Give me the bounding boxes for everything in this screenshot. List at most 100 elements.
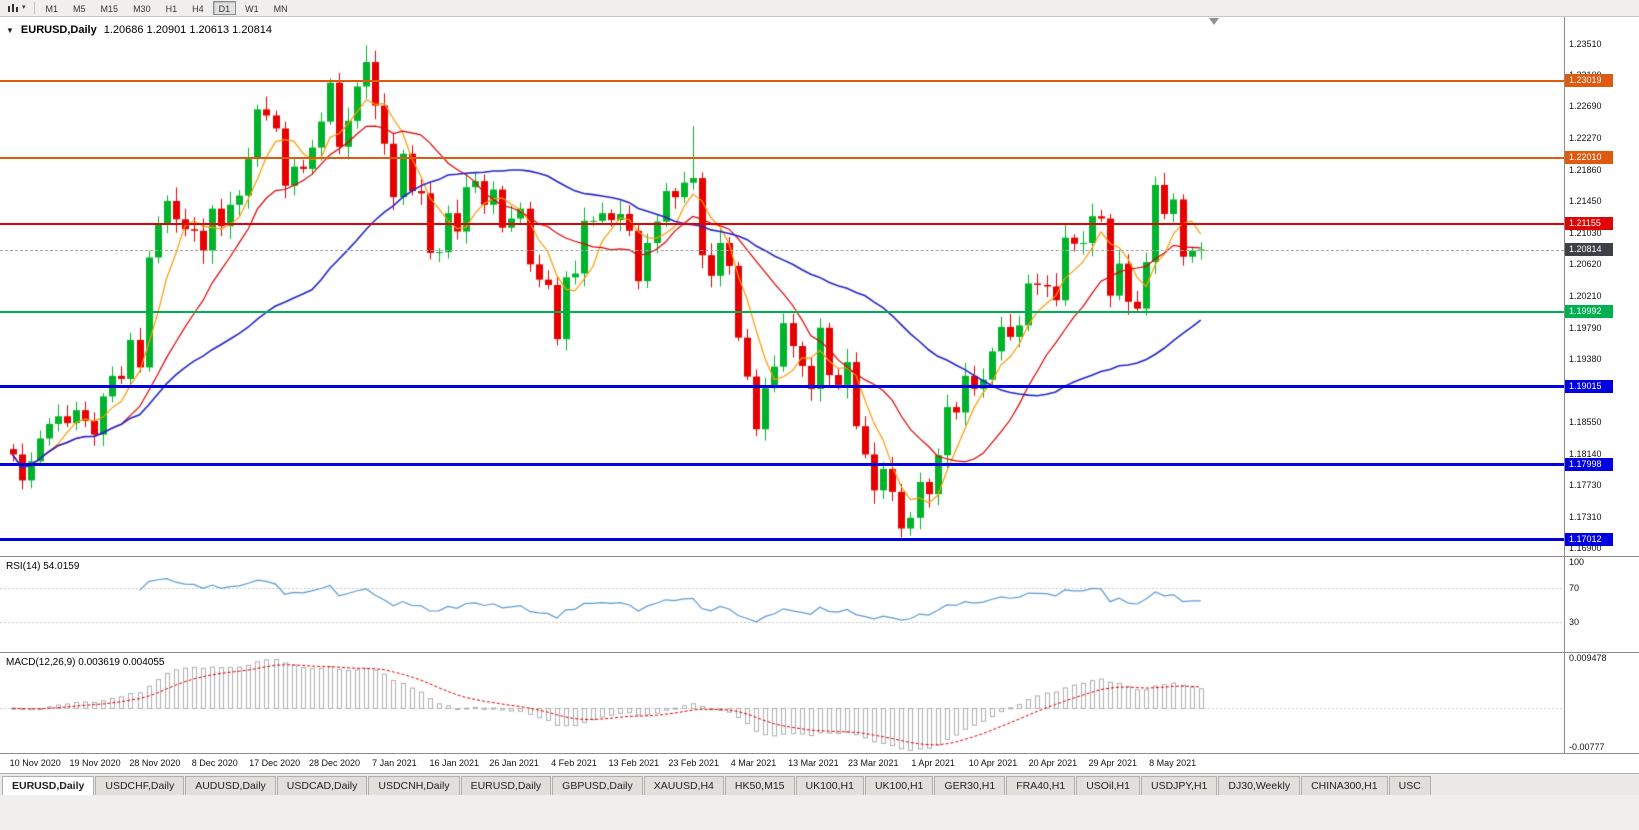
date-tick-label: 28 Nov 2020 — [129, 758, 181, 768]
timeframe-button-m1[interactable]: M1 — [45, 4, 59, 14]
horizontal-level-line[interactable] — [0, 538, 1564, 542]
price-tick-label: 1.20210 — [1569, 290, 1602, 301]
chart-tab[interactable]: USDJPY,H1 — [1140, 776, 1218, 795]
price-tick-label: 1.18140 — [1569, 448, 1602, 459]
candlestick-chart-icon — [8, 3, 18, 12]
chart-tabs-bar: EURUSD,Daily USDCHF,Daily AUDUSD,Daily USDC… — [0, 773, 1639, 795]
date-tick-label: 23 Feb 2021 — [668, 758, 719, 768]
panel-separator[interactable] — [0, 652, 1639, 653]
price-level-tag: 1.23019 — [1565, 74, 1613, 88]
timeframe-button-h1[interactable]: H1 — [165, 4, 178, 14]
macd-axis-label: -0.00777 — [1569, 742, 1605, 752]
panel-separator[interactable] — [0, 753, 1639, 754]
chart-tab[interactable]: GBPUSD,Daily — [552, 776, 643, 795]
timeframe-button-h4[interactable]: H4 — [192, 4, 204, 14]
date-tick-label: 26 Jan 2021 — [489, 758, 539, 768]
chart-tab[interactable]: USDCHF,Daily — [95, 776, 185, 795]
price-tick-label: 1.23510 — [1569, 38, 1602, 49]
horizontal-level-line[interactable] — [0, 463, 1564, 467]
chart-tab[interactable]: USC — [1388, 776, 1431, 795]
chart-tab[interactable]: HK50,M15 — [724, 776, 795, 795]
horizontal-level-line[interactable] — [0, 157, 1564, 160]
price-level-tag: 1.19015 — [1565, 379, 1613, 393]
timeframe-button-m5[interactable]: M5 — [73, 4, 86, 14]
date-tick-label: 1 Apr 2021 — [911, 758, 955, 768]
macd-axis-label: 0.009478 — [1569, 653, 1607, 664]
date-tick-label: 7 Jan 2021 — [372, 758, 417, 768]
price-tick-label: 1.21860 — [1569, 164, 1602, 175]
chart-tab[interactable]: FRA40,H1 — [1006, 776, 1076, 795]
chart-area: ▼ EURUSD,Daily 1.20686 1.20901 1.20613 1… — [0, 17, 1639, 773]
date-tick-label: 29 Apr 2021 — [1088, 758, 1137, 768]
timeframe-button-m15[interactable]: M15 — [100, 4, 119, 14]
timeframe-button-mn[interactable]: MN — [273, 4, 288, 14]
chevron-down-icon: ▾ — [22, 4, 26, 11]
horizontal-level-line[interactable] — [0, 80, 1564, 83]
chart-tab[interactable]: EURUSD,Daily — [2, 776, 95, 795]
chart-tab[interactable]: UK100,H1 — [795, 776, 864, 795]
price-level-tag: 1.21155 — [1565, 216, 1613, 230]
rsi-level-label: 100 — [1569, 557, 1585, 567]
price-tick-label: 1.17730 — [1569, 479, 1602, 490]
chart-tab[interactable]: XAUUSD,H4 — [643, 776, 724, 795]
horizontal-level-line[interactable] — [0, 311, 1564, 314]
macd-indicator-label: MACD(12,26,9) 0.003619 0.004055 — [6, 657, 165, 668]
chart-periods-icon[interactable]: ▾ — [4, 1, 29, 16]
date-tick-label: 10 Apr 2021 — [968, 758, 1018, 768]
date-tick-label: 8 May 2021 — [1149, 758, 1197, 768]
status-area — [0, 795, 1639, 830]
price-level-tag: 1.17998 — [1565, 457, 1613, 471]
date-tick-label: 13 Feb 2021 — [608, 758, 660, 768]
date-tick-label: 8 Dec 2020 — [191, 758, 238, 768]
chart-tab[interactable]: DJ30,Weekly — [1218, 776, 1301, 795]
chart-collapse-icon[interactable]: ▼ — [6, 25, 14, 35]
date-tick-label: 16 Jan 2021 — [429, 758, 480, 768]
price-tick-label: 1.21450 — [1569, 195, 1602, 206]
chart-tab[interactable]: UK100,H1 — [864, 776, 934, 795]
horizontal-level-line[interactable] — [0, 222, 1564, 225]
date-tick-label: 28 Dec 2020 — [308, 758, 361, 768]
date-tick-label: 10 Nov 2020 — [9, 758, 61, 768]
date-tick-label: 13 Mar 2021 — [788, 758, 839, 768]
time-axis[interactable]: 10 Nov 2020 19 Nov 2020 28 Nov 2020 8 Dec 2… — [0, 754, 1564, 773]
chart-title: ▼ EURUSD,Daily 1.20686 1.20901 1.20613 1… — [6, 24, 272, 36]
price-tick-label: 1.19380 — [1569, 354, 1602, 365]
date-tick-label: 23 Mar 2021 — [847, 758, 899, 768]
current-price-tag: 1.20814 — [1565, 242, 1613, 256]
date-tick-label: 19 Nov 2020 — [69, 758, 121, 768]
price-tick-label: 1.20620 — [1569, 259, 1602, 270]
price-tick-label: 1.18550 — [1569, 417, 1602, 428]
macd-panel-canvas[interactable] — [0, 653, 1564, 753]
rsi-panel-canvas[interactable] — [0, 557, 1564, 652]
timeframes-toolbar: ▾ M1 M5 M15 M30 H1 H4 D1 W1 MN — [0, 0, 1639, 17]
chart-tab[interactable]: CHINA300,H1 — [1301, 776, 1388, 795]
price-tick-label: 1.16900 — [1569, 543, 1602, 554]
chart-tab[interactable]: EURUSD,Daily — [460, 776, 552, 795]
chart-shift-marker[interactable] — [1209, 18, 1219, 25]
date-tick-label: 4 Feb 2021 — [551, 758, 597, 768]
timeframe-button-w1[interactable]: W1 — [245, 4, 259, 14]
bid-price-line — [0, 249, 1564, 251]
chart-tab[interactable]: USDCNH,Daily — [368, 776, 460, 795]
timeframe-button-d1[interactable]: D1 — [212, 1, 237, 15]
chart-tab[interactable]: USOil,H1 — [1076, 776, 1140, 795]
price-tick-label: 1.21030 — [1569, 228, 1602, 239]
chart-ohlc-values: 1.20686 1.20901 1.20613 1.20814 — [103, 24, 272, 36]
panel-separator[interactable] — [0, 556, 1639, 557]
horizontal-level-line[interactable] — [0, 385, 1564, 389]
price-level-tag: 1.17012 — [1565, 532, 1613, 546]
date-tick-label: 4 Mar 2021 — [730, 758, 777, 768]
timeframe-button-m30[interactable]: M30 — [133, 4, 151, 14]
date-tick-label: 20 Apr 2021 — [1028, 758, 1078, 768]
chart-tab[interactable]: GER30,H1 — [934, 776, 1006, 795]
chart-tab[interactable]: AUDUSD,Daily — [185, 776, 276, 795]
chart-tab[interactable]: USDCAD,Daily — [276, 776, 368, 795]
price-chart-canvas[interactable] — [0, 17, 1564, 556]
price-tick-label: 1.22690 — [1569, 101, 1602, 112]
price-tick-label: 1.22270 — [1569, 133, 1602, 144]
price-tick-label: 1.19790 — [1569, 322, 1602, 333]
date-tick-label: 17 Dec 2020 — [249, 758, 301, 768]
toolbar-separator — [33, 2, 35, 14]
price-tick-label: 1.17310 — [1569, 512, 1602, 523]
